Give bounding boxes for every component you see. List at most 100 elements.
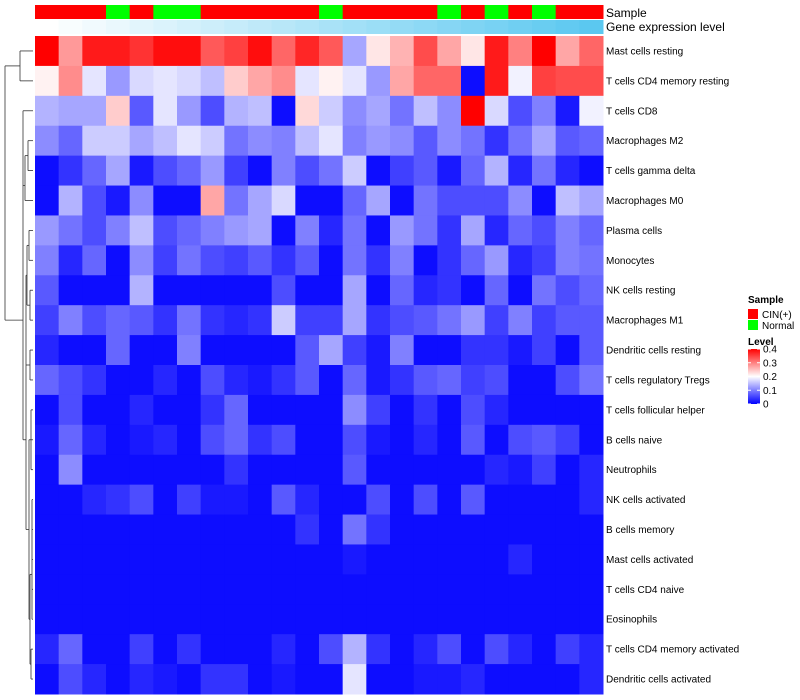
heatmap-cell [366, 365, 391, 396]
heatmap-cell [461, 365, 486, 396]
row-label: Plasma cells [606, 226, 662, 237]
heatmap-cell [342, 65, 367, 97]
heatmap-cell [248, 155, 273, 187]
heatmap-cell [484, 484, 509, 516]
gene-expression-annotation-cell [35, 20, 60, 34]
heatmap-cell [342, 544, 367, 575]
row-label: T cells CD4 naive [606, 585, 685, 596]
heatmap-cell [579, 185, 604, 216]
heatmap-cell [106, 36, 131, 67]
row-label: Eosinophils [606, 615, 657, 626]
heatmap-cell [153, 125, 178, 157]
heatmap-cell [177, 155, 202, 187]
heatmap-cell [413, 215, 438, 246]
heatmap-cell [532, 664, 557, 695]
heatmap-cell [224, 394, 249, 426]
heatmap-cell [484, 305, 509, 336]
heatmap-cell [413, 365, 438, 396]
heatmap-cell [319, 604, 344, 635]
heatmap-cell [390, 335, 415, 366]
sample-annotation-cell [248, 5, 273, 19]
heatmap-cell [224, 484, 249, 516]
legend-level-ticks: 0.4 0.3 0.2 0.1 0 [748, 345, 777, 411]
heatmap-cell [579, 454, 604, 486]
heatmap-cell [153, 155, 178, 187]
heatmap-cell [224, 604, 249, 635]
heatmap-cell [532, 275, 557, 306]
heatmap-cell [579, 125, 604, 157]
heatmap-cell [295, 185, 320, 216]
heatmap-cell [58, 454, 83, 486]
heatmap-cell [129, 185, 154, 216]
heatmap-cell [532, 95, 557, 127]
heatmap-cell [106, 484, 131, 516]
heatmap-cell [555, 604, 580, 635]
heatmap-cell [200, 365, 225, 396]
heatmap-cell [579, 574, 604, 605]
gene-expression-annotation-cell [532, 20, 557, 34]
heatmap-cell [106, 454, 131, 486]
heatmap-cell [366, 335, 391, 366]
heatmap-cell [106, 245, 131, 276]
heatmap-cell [35, 305, 60, 336]
sample-annotation-cell [342, 5, 367, 19]
heatmap-cell [366, 155, 391, 187]
heatmap-cell [437, 604, 462, 635]
heatmap-cell [508, 65, 533, 97]
gene-expression-annotation-label: Gene expression level [606, 20, 725, 34]
heatmap-cell [579, 275, 604, 306]
row-dendrogram [4, 50, 33, 680]
heatmap-cell [484, 215, 509, 246]
heatmap-cell [366, 215, 391, 246]
heatmap-cell [413, 604, 438, 635]
heatmap-cell [177, 634, 202, 665]
heatmap-cell [319, 95, 344, 127]
heatmap-cell [461, 424, 486, 456]
heatmap-cell [319, 574, 344, 605]
row-label: Mast cells activated [606, 555, 693, 566]
heatmap-cell [437, 634, 462, 665]
heatmap-cell [532, 634, 557, 665]
heatmap-cell [200, 664, 225, 695]
heatmap-cell [82, 275, 107, 306]
heatmap-cell [390, 305, 415, 336]
heatmap-cell [484, 365, 509, 396]
heatmap-cell [106, 125, 131, 157]
sample-annotation-cell [58, 5, 83, 19]
heatmap-cell [271, 424, 296, 456]
heatmap-cell [437, 305, 462, 336]
heatmap-cell [319, 514, 344, 545]
heatmap-cell [413, 275, 438, 306]
heatmap-cell [248, 215, 273, 246]
legend-tick-label: 0 [763, 400, 769, 411]
heatmap-cell [413, 36, 438, 67]
heatmap-cell [555, 634, 580, 665]
heatmap-cell [58, 245, 83, 276]
heatmap-cell [532, 125, 557, 157]
heatmap-cell [106, 514, 131, 545]
heatmap-cell [555, 125, 580, 157]
heatmap-cell [555, 514, 580, 545]
heatmap-cell [224, 305, 249, 336]
heatmap-cell [58, 664, 83, 695]
legend-level-title: Level [748, 337, 774, 348]
heatmap-cell [508, 305, 533, 336]
heatmap-cell [437, 36, 462, 67]
heatmap-cell [129, 454, 154, 486]
heatmap-cell [177, 36, 202, 67]
heatmap-cell [295, 125, 320, 157]
heatmap-cell [224, 65, 249, 97]
heatmap-cell [200, 335, 225, 366]
heatmap-cell [248, 544, 273, 575]
heatmap-cell [413, 95, 438, 127]
heatmap-cell [248, 125, 273, 157]
heatmap-cell [248, 185, 273, 216]
sample-annotation-cell [390, 5, 415, 19]
heatmap-cell [129, 215, 154, 246]
heatmap-cell [342, 424, 367, 456]
heatmap-cell [366, 574, 391, 605]
heatmap-cell [319, 215, 344, 246]
heatmap-cell [295, 365, 320, 396]
heatmap-cell [200, 245, 225, 276]
heatmap-cell [35, 275, 60, 306]
